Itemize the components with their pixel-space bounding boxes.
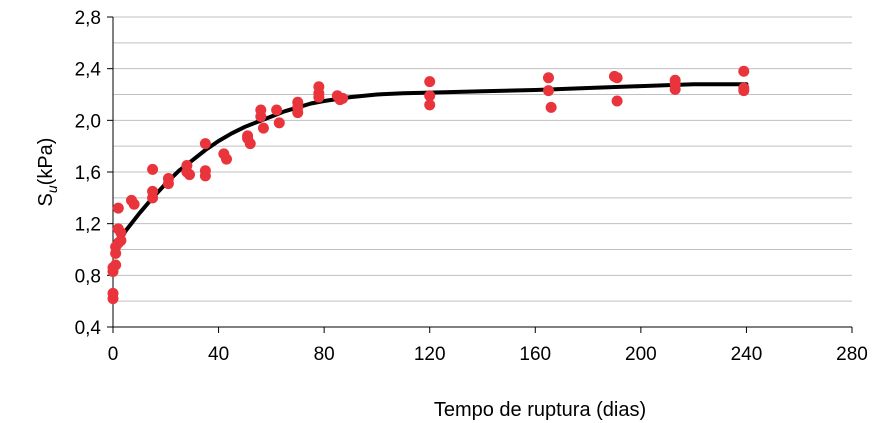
x-tick-label: 280 xyxy=(836,344,868,365)
data-point xyxy=(115,234,127,246)
data-point xyxy=(110,259,122,271)
data-points-layer xyxy=(107,65,750,305)
x-tick-label: 120 xyxy=(414,344,446,365)
y-axis-subscript: u xyxy=(44,185,60,193)
x-tick-label: 160 xyxy=(519,344,551,365)
data-point xyxy=(220,153,232,165)
data-point xyxy=(271,104,283,116)
y-tick-label: 2,4 xyxy=(75,60,102,81)
y-tick-label: 1,2 xyxy=(75,215,101,236)
data-point xyxy=(738,85,750,97)
x-tick-label: 80 xyxy=(314,344,335,365)
tick-labels: 0,4 0,8 1,2 1,6 2,0 2,4 2,8 0 40 80 120 160 200 240 28… xyxy=(75,8,868,365)
data-point xyxy=(115,227,127,239)
data-point xyxy=(542,72,554,84)
data-point xyxy=(273,117,285,129)
data-point xyxy=(424,90,436,102)
y-axis-unit: (kPa) xyxy=(35,138,57,186)
data-point xyxy=(147,192,159,204)
grid-lines xyxy=(113,16,852,302)
data-point xyxy=(292,107,304,119)
y-axis-symbol: S xyxy=(35,193,57,206)
data-point xyxy=(162,178,174,190)
x-tick-label: 240 xyxy=(731,344,763,365)
y-tick-label: 1,6 xyxy=(75,163,101,184)
data-point xyxy=(184,169,196,181)
y-tick-label: 2,8 xyxy=(75,8,101,29)
data-point xyxy=(313,91,325,103)
data-point xyxy=(738,65,750,77)
data-point xyxy=(147,163,159,175)
y-tick-label: 2,0 xyxy=(75,111,101,132)
data-point xyxy=(244,138,256,150)
x-tick-label: 200 xyxy=(625,344,657,365)
data-point xyxy=(199,138,211,150)
data-point xyxy=(107,287,119,299)
data-point xyxy=(112,202,124,214)
data-point xyxy=(255,110,267,122)
x-tick-label: 40 xyxy=(208,344,229,365)
y-tick-label: 0,8 xyxy=(75,266,101,287)
data-point xyxy=(545,101,557,113)
data-point xyxy=(424,76,436,88)
y-axis-title: Su(kPa) xyxy=(35,138,60,207)
y-tick-label: 0,4 xyxy=(75,318,102,339)
axes xyxy=(107,16,853,333)
data-point xyxy=(199,170,211,182)
data-point xyxy=(257,122,269,134)
data-point xyxy=(611,95,623,107)
data-point xyxy=(424,99,436,111)
x-tick-label: 0 xyxy=(108,344,119,365)
data-point xyxy=(611,72,623,84)
x-axis-title: Tempo de ruptura (dias) xyxy=(434,399,646,421)
data-point xyxy=(542,85,554,97)
data-point xyxy=(337,92,349,104)
data-point xyxy=(669,83,681,95)
data-point xyxy=(128,198,140,210)
